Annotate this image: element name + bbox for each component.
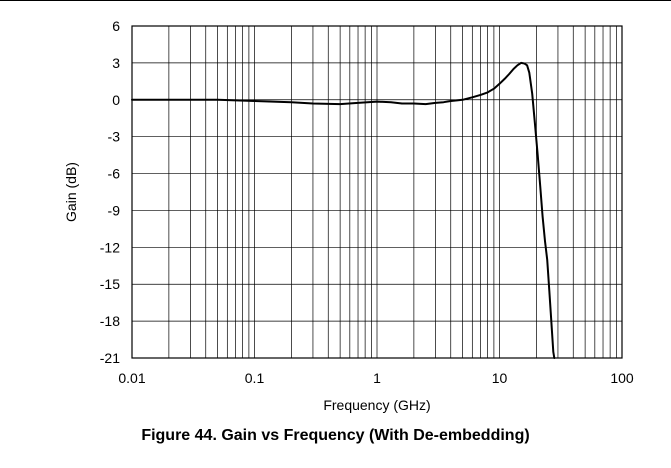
plot-frame [131,25,623,359]
y-tick-label: 6 [112,18,120,34]
y-tick-label: -21 [100,350,120,366]
y-tick-label: -15 [100,276,120,292]
x-tick-label: 10 [492,370,508,386]
grid-lines [132,26,622,358]
y-tick-label: 3 [112,55,120,71]
x-tick-label: 100 [610,370,634,386]
gain-vs-frequency-chart: 0.01 0.1 1 10 100 6 3 0 -3 -6 -9 -12 -15 -18 -21 Freq… [63,18,634,413]
series-layer [131,61,556,359]
x-tick-label: 1 [373,370,381,386]
x-tick-label: 0.01 [118,370,145,386]
y-tick-label: -12 [100,239,120,255]
top-rule [0,0,671,1]
y-tick-label: -3 [108,129,121,145]
gain-series-line [131,61,556,359]
y-tick-labels: 6 3 0 -3 -6 -9 -12 -15 -18 -21 [100,18,120,366]
x-axis-title: Frequency (GHz) [323,397,430,413]
y-tick-label: 0 [112,92,120,108]
y-tick-label: -18 [100,313,120,329]
x-tick-label: 0.1 [245,370,265,386]
y-tick-label: -6 [108,166,121,182]
y-tick-label: -9 [108,202,121,218]
y-axis-title: Gain (dB) [63,162,79,222]
figure-caption: Figure 44. Gain vs Frequency (With De-em… [141,427,530,444]
x-tick-labels: 0.01 0.1 1 10 100 [118,370,634,386]
